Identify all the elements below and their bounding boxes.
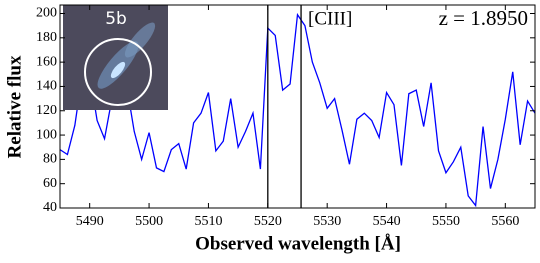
redshift-annotation: z = 1.8950: [439, 6, 528, 30]
x-tick-label: 5540: [373, 214, 401, 229]
x-tick-label: 5520: [254, 214, 282, 229]
x-tick-label: 5560: [491, 214, 519, 229]
inset-core: [110, 61, 126, 79]
y-tick-label: 80: [43, 152, 57, 167]
y-tick-label: 200: [36, 6, 57, 21]
y-tick-label: 40: [43, 200, 57, 215]
x-axis-label: Observed wavelength [Å]: [195, 233, 401, 254]
y-tick-label: 180: [36, 30, 57, 45]
inset-aperture: [84, 38, 152, 106]
y-tick-label: 100: [36, 127, 57, 142]
line-annotation: [CIII]: [308, 8, 352, 29]
plot-frame: [59, 4, 536, 209]
x-tick-label: 5550: [432, 214, 460, 229]
x-tick-label: 5500: [135, 214, 163, 229]
x-tick-label: 5510: [194, 214, 222, 229]
inset: 5b: [63, 5, 168, 110]
y-tick-label: 160: [36, 54, 57, 69]
x-tick-label: 5530: [313, 214, 341, 229]
y-tick-label: 120: [36, 103, 57, 118]
inset-glow: [124, 22, 156, 58]
x-tick-label: 5490: [76, 214, 104, 229]
y-axis-label: Relative flux: [4, 55, 25, 158]
spectrum-line: [60, 12, 535, 208]
inset-label: 5b: [105, 9, 127, 29]
y-tick-label: 60: [43, 176, 57, 191]
y-tick-label: 140: [36, 79, 57, 94]
